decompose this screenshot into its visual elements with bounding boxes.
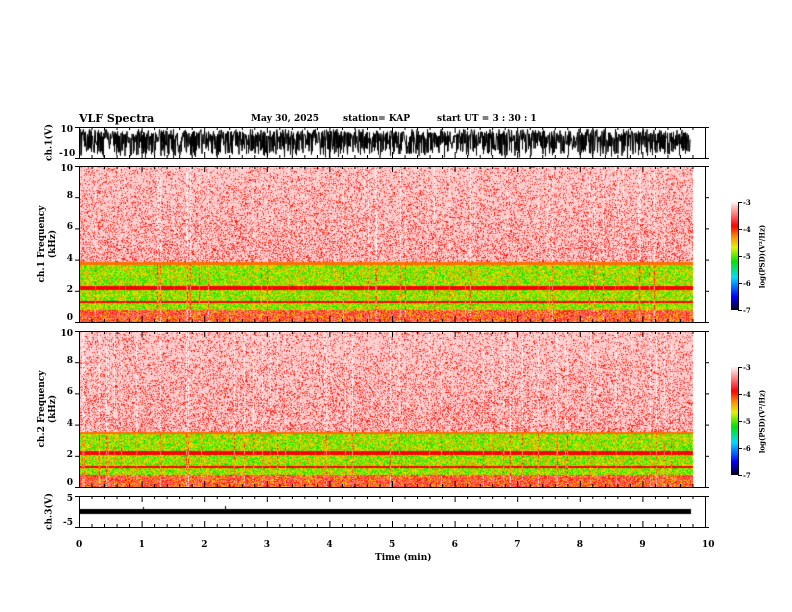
colorbar-tick-label: -5 <box>743 416 751 426</box>
panel-frame <box>79 331 706 488</box>
x-tick-label: 4 <box>326 540 333 550</box>
colorbar-tick-label: -6 <box>743 443 751 453</box>
x-tick-label: 1 <box>138 540 145 550</box>
station-label: station= KAP <box>343 114 411 124</box>
y-tick-label: 10 <box>60 125 73 135</box>
y-tick-label: 2 <box>66 449 73 460</box>
chart-title: VLF Spectra <box>79 112 155 125</box>
colorbar-tick-label: -7 <box>743 470 751 480</box>
y-tick-label: 0 <box>66 313 73 323</box>
y-tick-label: -5 <box>63 518 73 528</box>
ch2-spectrogram-plot <box>79 331 705 487</box>
y-tick-label: 5 <box>66 494 73 504</box>
x-tick-label: 10 <box>702 540 715 550</box>
x-tick-label: 8 <box>576 540 584 550</box>
colorbar-tick-label: -4 <box>743 389 751 399</box>
x-axis-label: Time (min) <box>375 553 432 563</box>
date-label: May 30, 2025 <box>251 114 319 124</box>
x-tick-label: 7 <box>514 540 521 550</box>
colorbar-tick-label: -3 <box>743 362 751 372</box>
colorbar-tick-label: -3 <box>743 197 751 207</box>
y-tick-label: 4 <box>66 418 73 429</box>
y-tick-label: 10 <box>60 164 73 174</box>
y-tick-label: 10 <box>60 329 73 339</box>
x-tick-label: 6 <box>451 540 458 550</box>
colorbar-tick-label: -6 <box>743 278 751 288</box>
x-tick-label: 2 <box>201 540 208 550</box>
colorbar-label: log(PSD)(V²/Hz) <box>757 389 767 453</box>
y-tick-label: -10 <box>59 149 76 159</box>
y-tick-label: 6 <box>66 222 73 233</box>
y-tick-label: 8 <box>66 191 73 202</box>
y-axis-label: ch.1(V) <box>44 124 55 161</box>
colorbar-label: log(PSD)(V²/Hz) <box>757 224 767 288</box>
panel-frame <box>79 166 706 323</box>
y-tick-label: 2 <box>66 284 73 295</box>
x-tick-label: 5 <box>389 540 396 550</box>
colorbar-tick-label: -5 <box>743 251 751 261</box>
ch1-spectrogram-plot <box>79 166 705 322</box>
y-axis-label: ch.3(V) <box>44 493 55 530</box>
ch1-colorbar <box>731 202 738 310</box>
y-axis-label: ch.2 Frequency (kHz) <box>37 370 58 448</box>
y-axis-label: ch.1 Frequency (kHz) <box>37 205 58 283</box>
y-tick-label: 8 <box>66 356 73 367</box>
x-tick-label: 3 <box>263 540 271 550</box>
x-tick-label: 9 <box>639 540 646 550</box>
y-tick-label: 4 <box>66 253 73 264</box>
ch2-colorbar <box>731 367 738 475</box>
x-tick-label: 0 <box>76 540 83 550</box>
colorbar-tick-label: -4 <box>743 224 751 234</box>
y-tick-label: 0 <box>66 478 73 488</box>
start-time-label: start UT = 3 : 30 : 1 <box>437 114 537 124</box>
y-tick-label: 6 <box>66 387 73 398</box>
colorbar-tick-label: -7 <box>743 305 751 315</box>
